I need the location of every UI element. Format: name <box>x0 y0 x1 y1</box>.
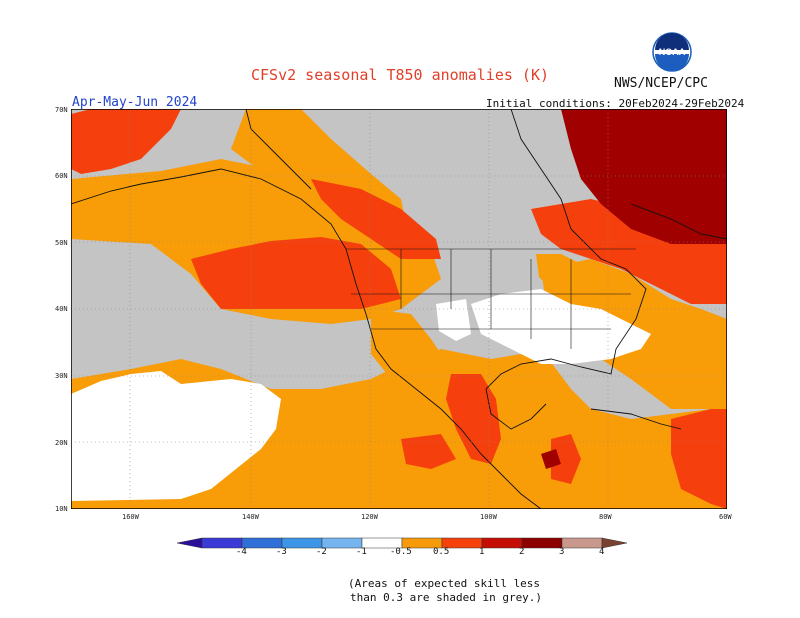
anomaly-redorange-caribbean <box>551 434 581 484</box>
skill-note: (Areas of expected skill less than 0.3 a… <box>348 577 542 605</box>
colorbar-segment <box>481 537 523 549</box>
lat-label: 70N <box>55 106 68 114</box>
forecast-period: Apr-May-Jun 2024 <box>72 95 198 110</box>
initial-conditions: Initial conditions: 20Feb2024-29Feb2024 <box>486 97 745 110</box>
anomaly-map <box>71 109 727 509</box>
anomaly-darkred-labrador <box>561 109 727 244</box>
svg-text:NOAA: NOAA <box>659 47 686 57</box>
graticule <box>71 109 727 509</box>
anomaly-redorange-pacific-south <box>401 434 456 469</box>
organization-label: NWS/NCEP/CPC <box>614 76 708 91</box>
anomaly-white-hawaii <box>71 371 281 501</box>
colorbar-tick-label: 4 <box>599 547 605 557</box>
lon-label: 160W <box>122 513 139 521</box>
lon-label: 60W <box>719 513 732 521</box>
map-title: CFSv2 seasonal T850 anomalies (K) <box>250 66 549 84</box>
anomaly-darkred-caribbean <box>541 449 561 469</box>
lon-label: 80W <box>599 513 612 521</box>
colorbar-segment <box>521 537 563 549</box>
lon-label: 120W <box>361 513 378 521</box>
anomaly-white-conus <box>471 289 651 364</box>
colorbar-tick-label: -4 <box>236 547 247 557</box>
colorbar-arrow-low <box>176 537 203 549</box>
noaa-logo: NOAA <box>652 32 692 72</box>
skill-note-line: than 0.3 are shaded in grey.) <box>350 591 543 604</box>
lat-label: 40N <box>55 305 68 313</box>
colorbar-tick-label: -0.5 <box>390 547 412 557</box>
colorbar-tick-label: 1 <box>479 547 485 557</box>
colorbar-tick-label: -2 <box>316 547 327 557</box>
lon-label: 100W <box>480 513 497 521</box>
anomaly-redorange-canada-west <box>311 179 441 259</box>
colorbar-tick-label: -3 <box>276 547 287 557</box>
state-borders <box>346 248 636 349</box>
colorbar-tick-label: -1 <box>356 547 367 557</box>
lat-label: 60N <box>55 172 68 180</box>
anomaly-redorange-atlantic <box>671 409 727 509</box>
anomaly-redorange-northeast <box>531 199 727 304</box>
colorbar-tick-label: 0.5 <box>433 547 450 557</box>
lat-label: 10N <box>55 505 68 513</box>
lon-label: 140W <box>242 513 259 521</box>
anomaly-redorange-alaska <box>71 109 181 174</box>
colorbar-arrow-high <box>601 537 628 549</box>
colorbar-segment <box>561 537 603 549</box>
anomaly-redorange-pacific <box>191 237 401 309</box>
lat-label: 50N <box>55 239 68 247</box>
skill-note-line: (Areas of expected skill less <box>348 577 541 590</box>
colorbar-tick-label: 3 <box>559 547 565 557</box>
anomaly-orange-great-lakes <box>536 254 591 294</box>
colorbar-tick-label: 2 <box>519 547 525 557</box>
lat-label: 30N <box>55 372 68 380</box>
colorbar <box>176 537 628 549</box>
coastlines <box>71 109 727 509</box>
lat-label: 20N <box>55 439 68 447</box>
anomaly-white-west <box>436 299 471 341</box>
